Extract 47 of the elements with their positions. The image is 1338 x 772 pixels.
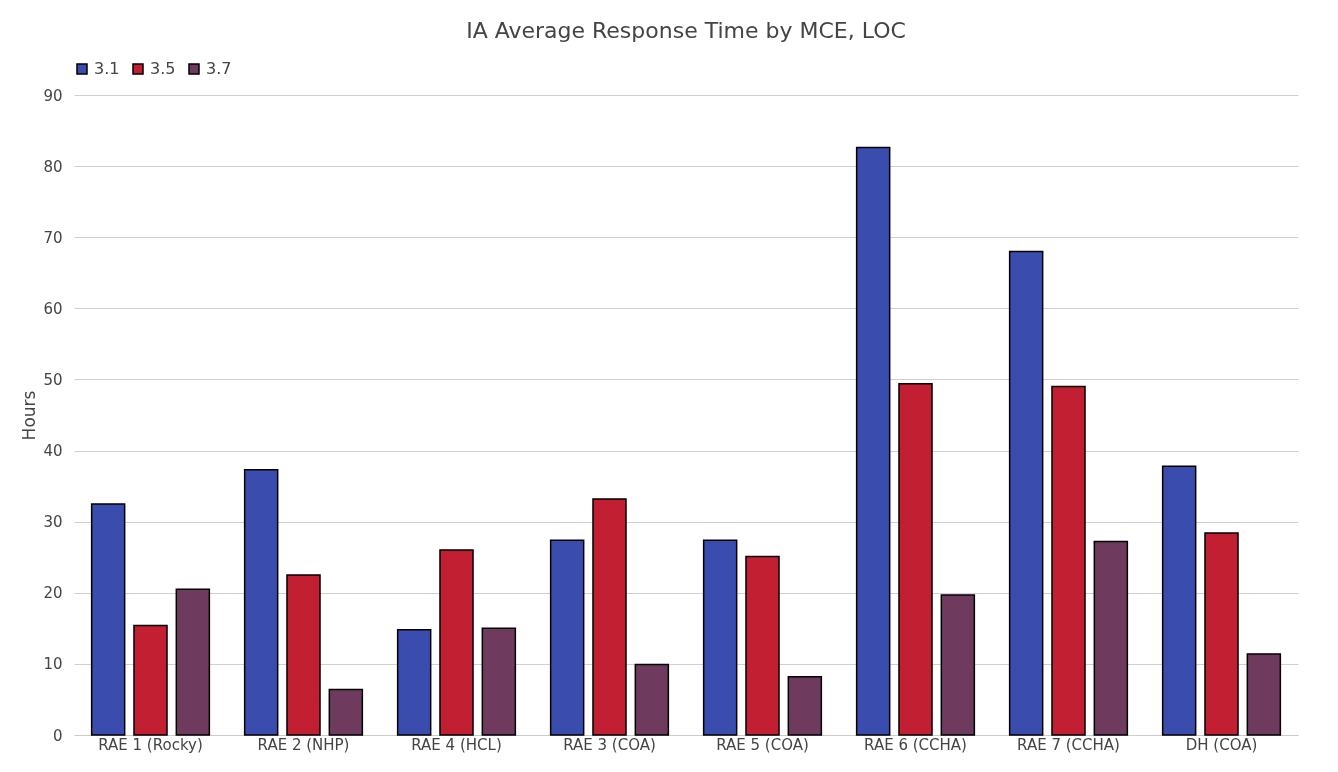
bar: [1246, 653, 1282, 736]
y-tick-label: 80: [43, 157, 63, 176]
y-tick-label: 10: [43, 655, 63, 674]
bar: [286, 574, 321, 736]
x-tick-label: DH (COA): [1185, 735, 1258, 754]
chart-title: IA Average Response Time by MCE, LOC: [466, 18, 906, 43]
legend-label: 3.1: [94, 59, 120, 78]
bar: [328, 688, 364, 736]
y-tick-label: 20: [43, 584, 63, 603]
x-tick-label: RAE 2 (NHP): [257, 735, 350, 754]
x-tick-label: RAE 3 (COA): [563, 735, 656, 754]
legend-label: 3.7: [206, 59, 232, 78]
y-tick-label: 70: [43, 228, 63, 247]
y-tick-label: 90: [43, 86, 63, 105]
bar: [396, 629, 432, 736]
bar: [133, 624, 168, 736]
bar: [90, 503, 126, 736]
bar: [855, 146, 891, 736]
y-tick-label: 0: [52, 726, 63, 745]
x-tick-label: RAE 5 (COA): [716, 735, 809, 754]
bar: [634, 663, 670, 736]
bar: [175, 588, 211, 736]
bar: [1161, 465, 1197, 736]
y-tick-label: 40: [43, 442, 63, 461]
legend-label: 3.5: [150, 59, 176, 78]
x-tick-label: RAE 7 (CCHA): [1017, 735, 1120, 754]
bar: [592, 498, 627, 736]
bar: [702, 539, 738, 736]
bar: [745, 555, 780, 736]
bar: [1051, 385, 1086, 736]
y-axis-title: Hours: [19, 390, 40, 441]
bar: [1093, 540, 1129, 736]
x-tick-label: RAE 1 (Rocky): [98, 735, 203, 754]
x-tick-label: RAE 6 (CCHA): [864, 735, 967, 754]
bar: [940, 594, 976, 736]
bar: [787, 675, 823, 736]
bar: [243, 469, 279, 736]
y-tick-label: 30: [43, 513, 63, 532]
bar: [1008, 250, 1044, 736]
bar: [481, 627, 517, 736]
bar: [549, 539, 585, 736]
y-tick-label: 50: [43, 370, 63, 389]
x-tick-label: RAE 4 (HCL): [411, 735, 502, 754]
bar: [898, 382, 933, 736]
bar: [1204, 532, 1239, 736]
bar: [439, 549, 474, 736]
y-tick-label: 60: [43, 299, 63, 318]
